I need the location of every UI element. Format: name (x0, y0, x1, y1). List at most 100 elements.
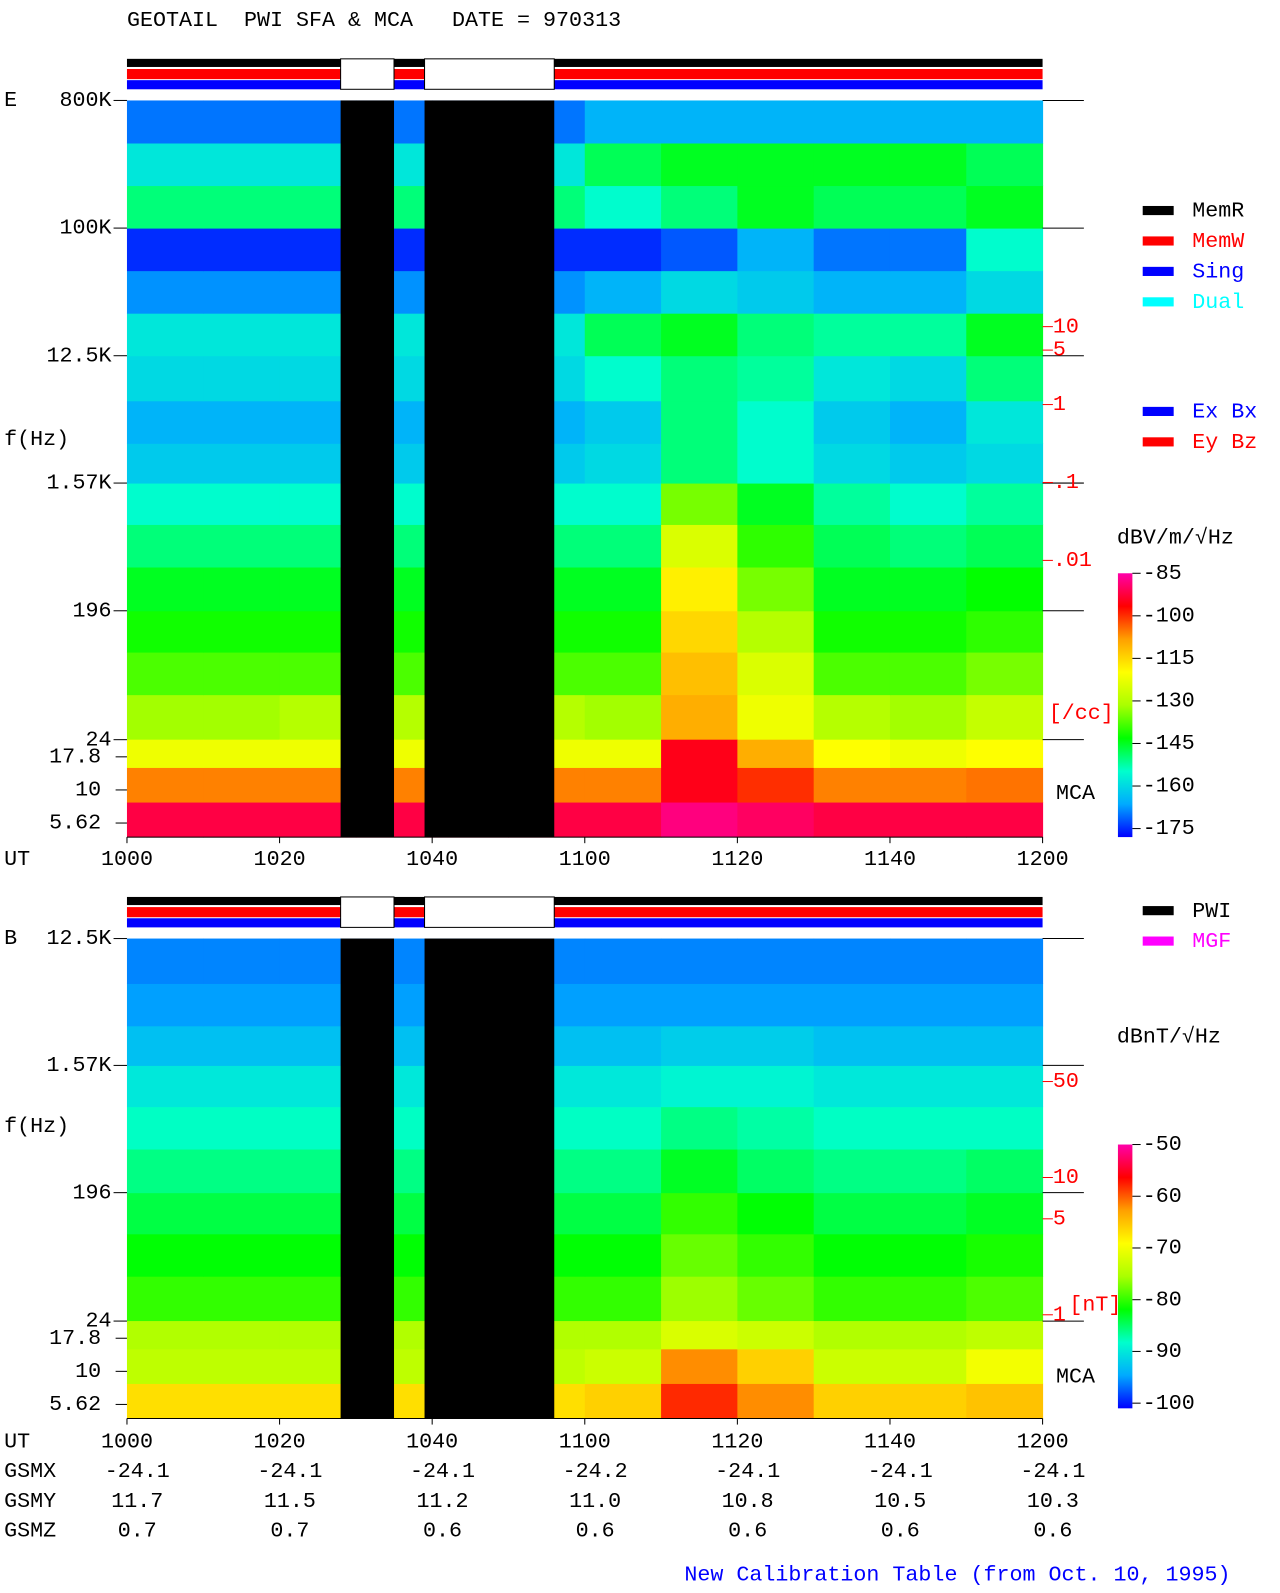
spectrogram-cell (737, 483, 815, 525)
spectrogram-cell (737, 1276, 815, 1322)
data-gap (340, 100, 395, 838)
spectrogram-cell (737, 566, 815, 612)
spectrogram-cell (203, 313, 281, 357)
spectrogram-cell (126, 1149, 204, 1194)
colorbar-tick-label: -160 (1143, 775, 1195, 799)
spectrogram-cell (889, 1192, 967, 1235)
spectrogram-cell (813, 1233, 891, 1277)
spectrogram-cell (737, 1233, 815, 1277)
spectrogram-cell (966, 938, 1044, 984)
mca-tick-label: 5.62 (49, 1393, 101, 1417)
spectrogram-cell (661, 1321, 738, 1350)
spectrogram-cell (889, 1276, 967, 1322)
spectrogram-cell (584, 400, 662, 444)
spectrogram-cell (737, 270, 815, 314)
legend-swatch (1142, 266, 1174, 276)
spectrogram-cell (203, 1192, 281, 1235)
spectrogram-cell (813, 767, 891, 803)
spectrogram-cell (584, 313, 662, 357)
x-tick-label: 1000 (101, 1431, 153, 1455)
spectrogram-cell (813, 443, 891, 484)
spectrogram-cell (813, 483, 891, 525)
orbit-value: -24.1 (257, 1460, 322, 1484)
spectrogram-cell (813, 566, 891, 612)
status-bar (126, 58, 1043, 67)
spectrogram-cell (737, 802, 815, 838)
spectrogram-cell (889, 652, 967, 696)
spectrogram-cell (584, 566, 662, 612)
density-tick-label: 5 (1053, 339, 1066, 363)
spectrogram-cell (203, 228, 281, 272)
spectrogram-cell (737, 610, 815, 653)
spectrogram-cell (584, 1065, 662, 1108)
spectrogram-cell (737, 938, 815, 984)
spectrogram-cell (737, 185, 815, 229)
x-tick-label: 1140 (864, 848, 916, 872)
spectrogram-cell (813, 142, 891, 187)
spectrogram-cell (203, 938, 281, 984)
mca-tick-label: 10 (75, 779, 101, 803)
spectrogram-cell (203, 1149, 281, 1194)
spectrogram-cell (966, 524, 1044, 568)
spectrogram-cell (661, 228, 738, 272)
spectrogram-cell (966, 483, 1044, 525)
x-tick-label: 1000 (101, 848, 153, 872)
spectrogram-cell (203, 1321, 281, 1350)
spectrogram-cell (661, 1106, 738, 1150)
legend-swatch (1142, 906, 1174, 916)
spectrogram-cell (813, 739, 891, 768)
spectrogram-cell (889, 1233, 967, 1277)
orbit-value: 10.5 (874, 1490, 926, 1514)
legend-label: MemW (1192, 230, 1244, 254)
spectrogram-cell (203, 983, 281, 1027)
spectrogram-cell (126, 1192, 204, 1235)
spectrogram-cell (584, 1025, 662, 1066)
mca-tick-label: 10 (75, 1360, 101, 1384)
spectrogram-cell (966, 100, 1044, 144)
legend-label: Sing (1192, 261, 1244, 285)
spectrogram-cell (661, 566, 738, 612)
orbit-value: 10.8 (722, 1490, 774, 1514)
colorbar-title: dBnT/√Hz (1117, 1026, 1221, 1050)
spectrogram-cell (126, 400, 204, 444)
mca-tick-label: 17.8 (49, 1327, 101, 1351)
spectrogram-cell (203, 1233, 281, 1277)
spectrogram-cell (584, 694, 662, 741)
spectrogram-cell (126, 1025, 204, 1066)
spectrogram-cell (126, 610, 204, 653)
spectrogram-cell (584, 1383, 662, 1419)
x-tick-label: 1020 (254, 1431, 306, 1455)
spectrogram-cell (126, 566, 204, 612)
spectrogram-cell (889, 355, 967, 402)
spectrogram-cell (661, 1065, 738, 1108)
x-tick-label: 1120 (711, 848, 763, 872)
orbit-row-label: GSMZ (4, 1520, 56, 1544)
spectrogram-cell (737, 1106, 815, 1150)
spectrogram-cell (126, 739, 204, 768)
spectrogram-cell (126, 524, 204, 568)
spectrogram-cell (661, 1348, 738, 1384)
spectrogram-cell (737, 739, 815, 768)
y-tick-label: 12.5K (46, 344, 111, 368)
spectrogram-cell (203, 270, 281, 314)
spectrogram-cell (737, 1383, 815, 1419)
spectrogram-cell (661, 938, 738, 984)
spectrogram-cell (813, 355, 891, 402)
mca-tick-label: 17.8 (49, 746, 101, 770)
density-tick-label: 10 (1053, 1166, 1079, 1190)
spectrogram-cell (203, 610, 281, 653)
colorbar-tick-label: -50 (1143, 1133, 1182, 1157)
legend-label: MemR (1192, 200, 1244, 224)
y-tick-label: 24 (85, 1310, 111, 1334)
orbit-value: -24.1 (715, 1460, 780, 1484)
spectrogram-cell (126, 100, 204, 144)
spectrogram-cell (737, 1348, 815, 1384)
y-tick-label: 100K (59, 217, 111, 241)
y-tick-label: 800K (59, 89, 111, 113)
legend-swatch (1142, 437, 1174, 447)
x-tick-label: 1040 (406, 1431, 458, 1455)
spectrogram-cell (889, 983, 967, 1027)
status-bar (126, 907, 1043, 918)
footer-note: New Calibration Table (from Oct. 10, 199… (684, 1564, 1230, 1588)
mca-label: MCA (1056, 1366, 1095, 1390)
